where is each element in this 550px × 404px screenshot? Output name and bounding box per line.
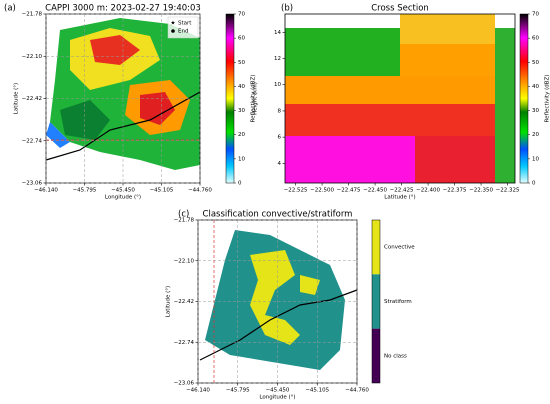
- x-tick-label: −22.525: [284, 188, 308, 194]
- legend-marker: ★: [171, 21, 176, 27]
- x-tick-label: −46.140: [34, 188, 58, 194]
- y-axis-label: Latitude (°): [166, 286, 172, 317]
- x-tick-label: −44.760: [345, 388, 369, 394]
- y-axis-label: Latitude (°): [14, 83, 20, 114]
- x-tick-label: −45.795: [73, 188, 97, 194]
- legend-label: End: [178, 29, 188, 35]
- panel-title: CAPPI 3000 m: 2023-02-27 19:40:03: [45, 4, 201, 14]
- legend-box: [167, 16, 199, 39]
- colorbar-tick-label: 40: [532, 84, 539, 90]
- colorbar-tick-label: 70: [532, 12, 539, 18]
- y-tick-label: −22.74: [174, 340, 195, 346]
- colorbar-tick-label: 20: [238, 132, 245, 138]
- x-tick-label: −22.375: [443, 188, 467, 194]
- cross-section-image: [285, 14, 515, 183]
- panel-title: Cross Section: [371, 4, 429, 14]
- y-tick-label: 14: [274, 30, 281, 36]
- axes-frame: [284, 13, 516, 184]
- class-swatch: [372, 220, 380, 275]
- x-tick-label: −45.105: [150, 188, 174, 194]
- panel-label: (b): [281, 4, 293, 14]
- x-tick-label: −22.350: [469, 188, 493, 194]
- x-tick-label: −45.105: [305, 388, 329, 394]
- y-tick-label: −23.06: [174, 381, 195, 387]
- x-tick-label: −44.760: [188, 188, 212, 194]
- y-tick-label: 10: [274, 82, 281, 88]
- colorbar: [519, 13, 529, 184]
- colorbar: [225, 13, 235, 184]
- y-tick-label: −22.74: [22, 138, 43, 144]
- x-tick-label: −45.450: [111, 188, 135, 194]
- colorbar-label: Reflectivity (dBZ): [545, 75, 550, 123]
- y-tick-label: −22.10: [174, 258, 195, 264]
- panel-label: (a): [4, 4, 16, 14]
- colorbar-tick-label: 0: [532, 181, 536, 187]
- colorbar-tick-label: 0: [238, 181, 242, 187]
- colorbar-tick-label: 10: [532, 156, 539, 162]
- x-axis-label: Latitude (°): [384, 195, 415, 201]
- classification-image: [199, 220, 358, 383]
- x-tick-label: −22.450: [363, 188, 387, 194]
- x-tick-label: −45.795: [226, 388, 250, 394]
- x-axis-label: Longitude (°): [105, 195, 141, 201]
- y-tick-label: −23.06: [22, 181, 43, 187]
- x-tick-label: −22.500: [310, 188, 334, 194]
- panel-label: (c): [178, 210, 189, 220]
- colorbar-tick-label: 60: [238, 36, 245, 42]
- legend-label: Start: [178, 21, 192, 27]
- colorbar-tick-label: 10: [238, 156, 245, 162]
- y-tick-label: 12: [274, 56, 281, 62]
- x-tick-label: −22.325: [496, 188, 520, 194]
- colorbar-tick-label: 50: [532, 60, 539, 66]
- colorbar-tick-label: 30: [532, 108, 539, 114]
- y-tick-label: 6: [278, 135, 282, 141]
- y-tick-label: −21.78: [22, 12, 43, 18]
- colorbar-label: Reflectivity (dBZ): [251, 75, 257, 123]
- colorbar-tick-label: 70: [238, 12, 245, 18]
- x-tick-label: −22.475: [337, 188, 361, 194]
- colorbar-tick-label: 30: [238, 108, 245, 114]
- colorbar-tick-label: 40: [238, 84, 245, 90]
- class-label: Convective: [384, 245, 415, 251]
- x-axis-label: Longitude (°): [259, 395, 295, 401]
- y-tick-label: −21.78: [174, 218, 195, 224]
- x-tick-label: −22.400: [416, 188, 440, 194]
- legend-marker: [171, 29, 175, 33]
- x-tick-label: −45.450: [266, 388, 290, 394]
- x-tick-label: −22.425: [390, 188, 414, 194]
- class-swatch: [372, 274, 380, 329]
- x-tick-label: −46.140: [186, 388, 210, 394]
- panel-title: Classification convective/stratiform: [203, 210, 353, 220]
- class-label: Stratiform: [384, 299, 412, 305]
- y-tick-label: −22.42: [174, 299, 194, 305]
- colorbar-tick-label: 20: [532, 132, 539, 138]
- y-tick-label: 4: [278, 161, 282, 167]
- y-tick-label: −22.10: [22, 54, 43, 60]
- y-tick-label: 8: [278, 108, 282, 114]
- colorbar-tick-label: 60: [532, 36, 539, 42]
- class-label: No class: [384, 353, 407, 359]
- y-axis-label: Height (km): [253, 82, 259, 115]
- colorbar-frame: [371, 219, 381, 384]
- y-tick-label: −22.42: [22, 96, 42, 102]
- colorbar-tick-label: 50: [238, 60, 245, 66]
- class-swatch: [372, 328, 380, 383]
